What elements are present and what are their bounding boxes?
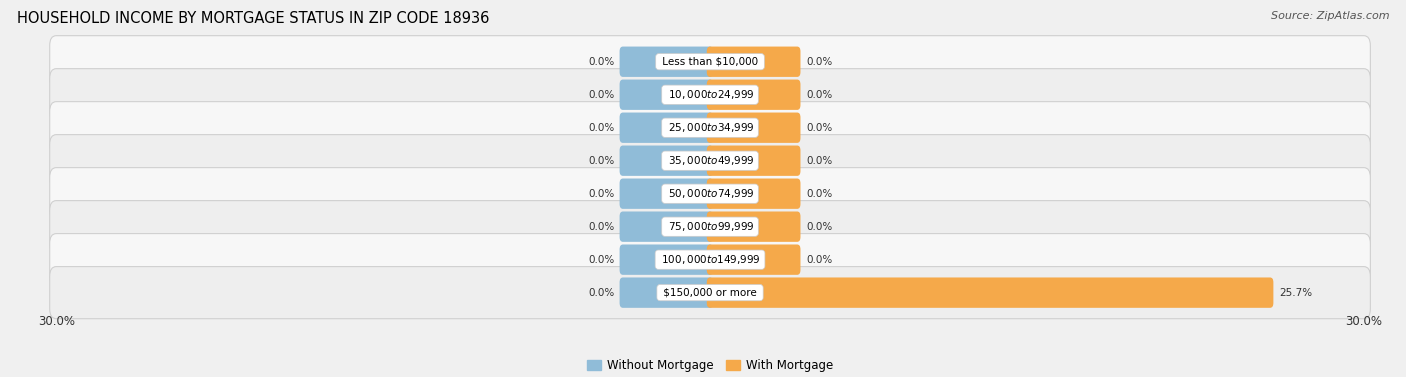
FancyBboxPatch shape (49, 36, 1371, 88)
Text: 0.0%: 0.0% (806, 57, 832, 67)
Text: 0.0%: 0.0% (588, 288, 614, 298)
Text: 0.0%: 0.0% (588, 90, 614, 100)
Text: 0.0%: 0.0% (588, 254, 614, 265)
Text: HOUSEHOLD INCOME BY MORTGAGE STATUS IN ZIP CODE 18936: HOUSEHOLD INCOME BY MORTGAGE STATUS IN Z… (17, 11, 489, 26)
FancyBboxPatch shape (620, 112, 713, 143)
FancyBboxPatch shape (49, 135, 1371, 187)
Text: 0.0%: 0.0% (806, 188, 832, 199)
FancyBboxPatch shape (707, 244, 800, 275)
Text: $150,000 or more: $150,000 or more (659, 288, 761, 298)
Legend: Without Mortgage, With Mortgage: Without Mortgage, With Mortgage (582, 355, 838, 377)
Text: Less than $10,000: Less than $10,000 (659, 57, 761, 67)
FancyBboxPatch shape (707, 80, 800, 110)
FancyBboxPatch shape (620, 178, 713, 209)
FancyBboxPatch shape (707, 47, 800, 77)
Text: 0.0%: 0.0% (806, 222, 832, 232)
FancyBboxPatch shape (620, 146, 713, 176)
Text: $35,000 to $49,999: $35,000 to $49,999 (665, 154, 755, 167)
Text: $10,000 to $24,999: $10,000 to $24,999 (665, 88, 755, 101)
FancyBboxPatch shape (49, 168, 1371, 220)
FancyBboxPatch shape (49, 267, 1371, 319)
Text: 0.0%: 0.0% (806, 90, 832, 100)
Text: 0.0%: 0.0% (588, 123, 614, 133)
FancyBboxPatch shape (707, 277, 1274, 308)
FancyBboxPatch shape (620, 277, 713, 308)
Text: 0.0%: 0.0% (806, 156, 832, 166)
FancyBboxPatch shape (620, 47, 713, 77)
Text: 0.0%: 0.0% (588, 156, 614, 166)
Text: 0.0%: 0.0% (588, 222, 614, 232)
Text: 0.0%: 0.0% (588, 188, 614, 199)
FancyBboxPatch shape (707, 178, 800, 209)
FancyBboxPatch shape (49, 201, 1371, 253)
FancyBboxPatch shape (49, 234, 1371, 286)
FancyBboxPatch shape (707, 146, 800, 176)
FancyBboxPatch shape (620, 80, 713, 110)
Text: $100,000 to $149,999: $100,000 to $149,999 (658, 253, 762, 266)
Text: $50,000 to $74,999: $50,000 to $74,999 (665, 187, 755, 200)
Text: $75,000 to $99,999: $75,000 to $99,999 (665, 220, 755, 233)
Text: 25.7%: 25.7% (1279, 288, 1312, 298)
FancyBboxPatch shape (620, 211, 713, 242)
Text: 0.0%: 0.0% (806, 254, 832, 265)
FancyBboxPatch shape (49, 102, 1371, 154)
FancyBboxPatch shape (49, 69, 1371, 121)
FancyBboxPatch shape (707, 112, 800, 143)
FancyBboxPatch shape (620, 244, 713, 275)
Text: 0.0%: 0.0% (588, 57, 614, 67)
Text: Source: ZipAtlas.com: Source: ZipAtlas.com (1271, 11, 1389, 21)
FancyBboxPatch shape (707, 211, 800, 242)
Text: 0.0%: 0.0% (806, 123, 832, 133)
Text: $25,000 to $34,999: $25,000 to $34,999 (665, 121, 755, 134)
